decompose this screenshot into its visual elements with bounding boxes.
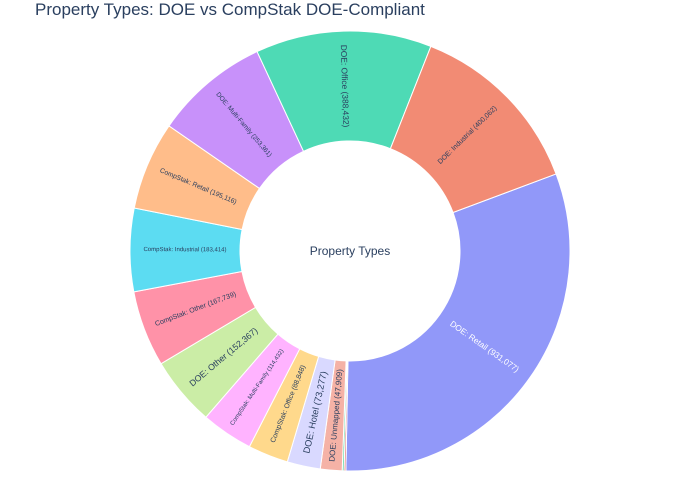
- donut-slice: [389, 45, 557, 214]
- slice-label: CompStak: Industrial (183,414): [143, 247, 226, 253]
- slice-label: DOE: Office (388,432): [339, 45, 351, 128]
- center-label: Property Types: [310, 244, 390, 258]
- chart-title: Property Types: DOE vs CompStak DOE-Comp…: [35, 0, 425, 19]
- donut-slice: [345, 173, 571, 472]
- slices-layer: [129, 30, 571, 472]
